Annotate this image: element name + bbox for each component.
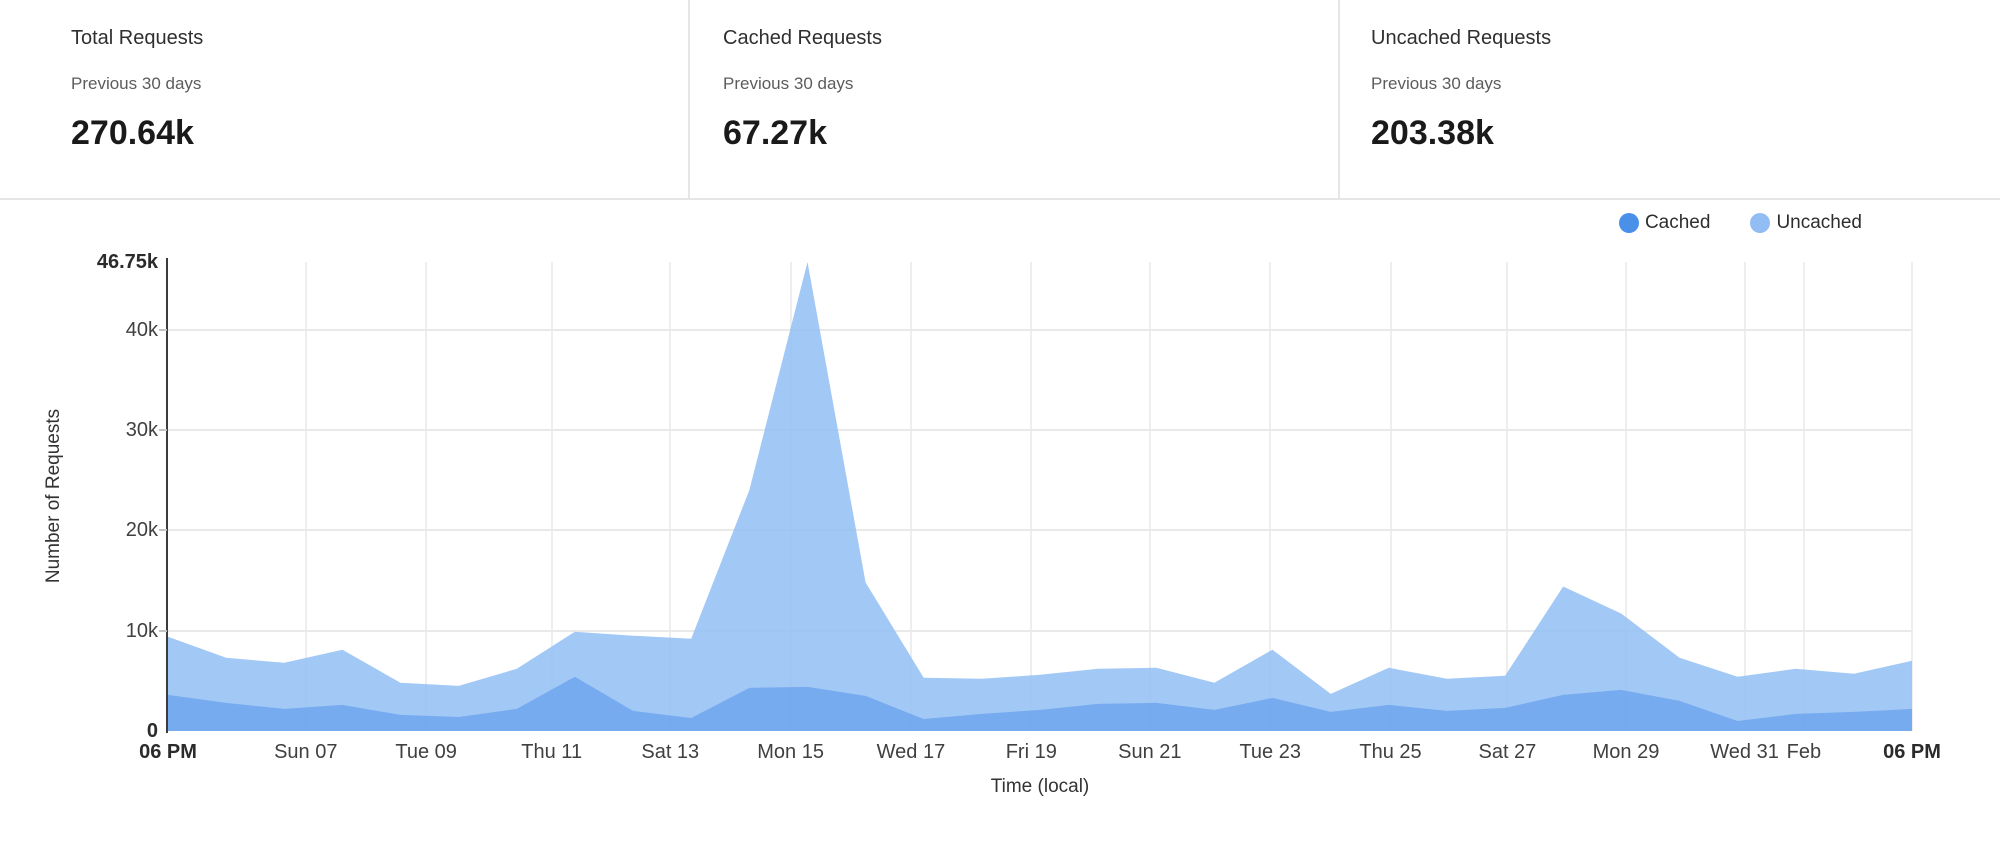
uncached-area-series: [168, 262, 1912, 731]
stat-card-uncached-requests: Uncached Requests Previous 30 days 203.3…: [1340, 0, 2000, 198]
y-tick-label: 20k: [125, 519, 158, 542]
y-tick-label: 0: [146, 720, 158, 742]
vertical-gridline: [1030, 262, 1033, 731]
card-title: Total Requests: [71, 27, 204, 49]
y-tick-mark: [159, 328, 167, 331]
horizontal-gridline: [168, 529, 1912, 532]
y-tick-mark: [159, 429, 167, 432]
x-tick-label: Thu 25: [1359, 741, 1422, 763]
vertical-gridline: [1802, 262, 1805, 731]
legend-label: Uncached: [1776, 212, 1862, 233]
x-tick-label: Wed 31: [1710, 741, 1779, 763]
card-subtitle: Previous 30 days: [723, 74, 854, 93]
x-tick-label: Sat 13: [641, 741, 700, 763]
y-tick-mark: [159, 629, 167, 632]
cached-area-series: [168, 676, 1912, 731]
horizontal-gridline: [168, 328, 1912, 331]
vertical-gridline: [425, 262, 428, 731]
y-tick-label: 30k: [125, 419, 158, 442]
card-title: Uncached Requests: [1371, 27, 1552, 49]
horizontal-gridline: [168, 629, 1912, 632]
area-chart-canvas: [168, 262, 1912, 731]
chart-plot-area[interactable]: [168, 262, 1913, 731]
x-tick-label: Sun 07: [274, 741, 338, 763]
vertical-gridline: [304, 262, 307, 731]
vertical-gridline: [1743, 262, 1746, 731]
y-axis-line: [166, 258, 168, 733]
x-tick-label: Feb: [1786, 741, 1822, 763]
vertical-gridline: [1269, 262, 1272, 731]
vertical-gridline: [909, 262, 912, 731]
x-tick-label: Mon 29: [1592, 741, 1660, 763]
vertical-gridline: [1624, 262, 1627, 731]
vertical-gridline: [1389, 262, 1392, 731]
stats-header: Total Requests Previous 30 days 270.64k …: [0, 0, 2000, 200]
y-tick-mark: [159, 529, 167, 532]
vertical-gridline: [1148, 262, 1151, 731]
card-value: 67.27k: [723, 114, 827, 152]
legend-item-uncached[interactable]: Uncached: [1750, 212, 1862, 234]
card-value: 270.64k: [71, 114, 194, 152]
legend-label: Cached: [1644, 212, 1711, 233]
card-subtitle: Previous 30 days: [1371, 74, 1502, 93]
x-tick-label: Fri 19: [1005, 741, 1057, 763]
y-tick-label: 10k: [125, 619, 158, 642]
cached-series-dot-icon: [1618, 213, 1639, 233]
card-value: 203.38k: [1371, 114, 1494, 152]
x-tick-label: Sat 27: [1478, 741, 1537, 763]
x-tick-label: Tue 23: [1239, 741, 1301, 763]
stat-card-cached-requests: Cached Requests Previous 30 days 67.27k: [690, 0, 1340, 198]
vertical-gridline: [1911, 262, 1913, 731]
y-tick-label: 46.75k: [96, 251, 158, 273]
vertical-gridline: [669, 262, 672, 731]
card-title: Cached Requests: [723, 27, 882, 49]
requests-chart-section: Cached Uncached Number of Requests Time …: [0, 200, 2000, 845]
legend-item-cached[interactable]: Cached: [1618, 212, 1711, 234]
vertical-gridline: [550, 262, 553, 731]
x-tick-label: Tue 09: [395, 741, 457, 763]
card-subtitle: Previous 30 days: [71, 74, 202, 93]
stat-card-total-requests: Total Requests Previous 30 days 270.64k: [0, 0, 690, 198]
x-tick-label: 06 PM: [1883, 741, 1941, 763]
horizontal-gridline: [168, 429, 1912, 432]
x-tick-label: 06 PM: [139, 741, 197, 763]
x-tick-label: Sun 21: [1118, 741, 1182, 763]
x-tick-label: Thu 11: [521, 741, 583, 763]
x-tick-label: Mon 15: [757, 741, 824, 763]
y-tick-label: 40k: [125, 318, 158, 341]
vertical-gridline: [1506, 262, 1509, 731]
x-tick-label: Wed 17: [876, 741, 946, 763]
chart-legend: Cached Uncached: [1618, 212, 1862, 234]
x-axis-title: Time (local): [990, 776, 1090, 797]
uncached-series-dot-icon: [1750, 213, 1771, 233]
